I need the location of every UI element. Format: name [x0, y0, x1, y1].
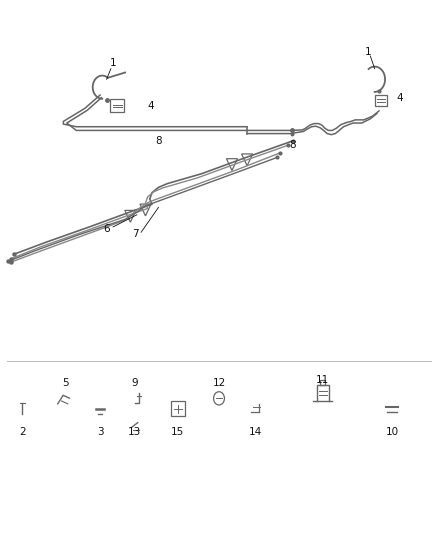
Text: 5: 5: [62, 378, 69, 388]
Text: 2: 2: [19, 427, 25, 438]
Text: 11: 11: [316, 375, 329, 385]
Text: 13: 13: [128, 427, 141, 438]
Text: 4: 4: [396, 93, 403, 103]
Text: 1: 1: [110, 58, 117, 68]
Text: 15: 15: [171, 427, 184, 438]
Text: 3: 3: [97, 427, 103, 438]
Text: 4: 4: [148, 101, 154, 111]
Text: 8: 8: [155, 136, 162, 146]
Text: 12: 12: [212, 378, 226, 388]
Text: 8: 8: [289, 140, 296, 150]
Text: 10: 10: [385, 427, 399, 438]
Text: 14: 14: [249, 427, 262, 438]
Text: 1: 1: [365, 47, 371, 57]
Bar: [110, 99, 124, 112]
Text: 7: 7: [132, 229, 139, 239]
Text: 9: 9: [131, 378, 138, 388]
Bar: [171, 401, 185, 416]
Bar: [375, 95, 387, 106]
Text: 6: 6: [103, 223, 110, 233]
